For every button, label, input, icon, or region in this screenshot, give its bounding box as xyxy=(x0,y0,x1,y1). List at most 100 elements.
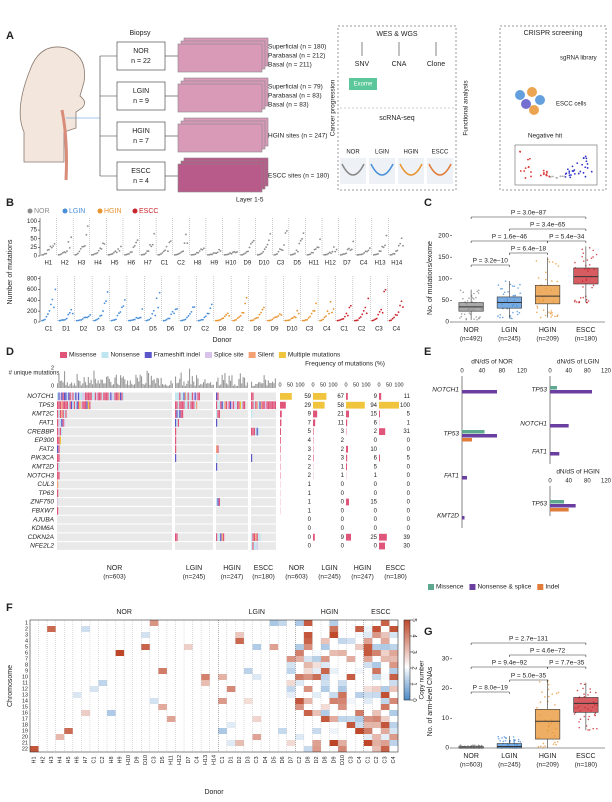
frequency-label: 2 xyxy=(308,456,312,462)
unique-bar xyxy=(179,378,181,388)
oncoprint-cell xyxy=(177,401,179,410)
oncoprint-cell xyxy=(59,436,61,445)
sample-dot xyxy=(271,318,274,321)
oncoprint-cell xyxy=(234,401,236,410)
sample-dot xyxy=(335,248,338,251)
frequency-label: 0 xyxy=(308,517,312,523)
jitter-dot xyxy=(542,742,545,745)
cnv-cell xyxy=(303,710,313,716)
cnv-cell xyxy=(320,704,330,710)
donor-label: C4 xyxy=(357,756,363,763)
sample-dot xyxy=(261,308,264,311)
cnv-cell xyxy=(338,716,347,722)
sample-dot xyxy=(41,253,43,256)
sample-dot xyxy=(190,310,193,313)
oncoprint-cell xyxy=(269,401,271,410)
frequency-label: 0 xyxy=(308,526,312,532)
sample-dot xyxy=(353,319,356,322)
cnv-cell xyxy=(303,644,313,650)
frequency-label: 15 xyxy=(370,412,377,418)
oncoprint-cell xyxy=(79,392,81,401)
unique-bar xyxy=(253,385,255,388)
label: HGIN xyxy=(354,565,372,572)
frequency-label: 0 xyxy=(407,447,411,453)
frequency-label: 67 xyxy=(337,394,344,400)
frequency-bar xyxy=(280,437,281,444)
oncoprint-cell xyxy=(62,410,64,418)
sample-dot xyxy=(122,305,125,308)
sample-dot xyxy=(141,308,144,310)
unique-bar xyxy=(204,379,206,388)
cnv-cell xyxy=(389,674,398,680)
colorbar-cell xyxy=(404,632,410,635)
oncoprint-row xyxy=(175,436,213,445)
oncoprint-cell xyxy=(252,533,254,542)
cnv-cell xyxy=(286,692,296,698)
label: Layer 1-5 xyxy=(236,197,264,204)
unique-bar xyxy=(262,383,264,388)
cnv-cell xyxy=(295,620,304,626)
jitter-dot xyxy=(468,297,470,300)
oncoprint-cell xyxy=(78,401,80,410)
sample-dot xyxy=(201,248,204,251)
oncoprint-cell xyxy=(216,401,218,410)
volcano-dot xyxy=(590,170,593,173)
donor-label: D2 xyxy=(237,756,243,763)
sample-dot xyxy=(49,245,52,248)
sample-dot xyxy=(167,250,169,253)
label: LGIN xyxy=(375,150,389,156)
volcano-dot xyxy=(568,170,571,173)
unique-bar xyxy=(273,383,275,388)
sample-dot xyxy=(382,246,385,249)
cnv-cell xyxy=(389,668,398,674)
cnv-cell xyxy=(252,734,262,740)
frequency-label: 0 xyxy=(341,491,345,497)
oncoprint-cell xyxy=(121,392,123,401)
colorbar-cell xyxy=(404,682,410,685)
legend-dot xyxy=(132,208,138,214)
umap-panel xyxy=(340,158,366,184)
frequency-label: 1 xyxy=(308,508,312,514)
sample-dot xyxy=(267,239,270,242)
sample-dot xyxy=(395,250,397,252)
volcano-dot xyxy=(585,160,588,163)
frequency-label: 1 xyxy=(308,500,312,506)
jitter-dot xyxy=(540,745,542,748)
oncoprint-row xyxy=(57,436,172,445)
unique-bar xyxy=(153,379,155,388)
frequency-label: 1 xyxy=(374,473,378,479)
jitter-dot xyxy=(459,317,461,319)
frequency-bar xyxy=(313,533,315,541)
gene-label: FAT1 xyxy=(532,449,547,456)
jitter-dot xyxy=(504,280,507,282)
sample-dot xyxy=(294,252,296,255)
label: HGIN xyxy=(132,128,150,135)
sample-dot xyxy=(288,319,291,321)
sample-dot xyxy=(341,318,343,321)
p-value: P = 7.7e−35 xyxy=(549,660,585,667)
gene-label: CUL3 xyxy=(37,481,54,488)
donor-label: H3 xyxy=(78,261,86,267)
gene-label: NOTCH1 xyxy=(432,387,459,394)
oncoprint-cell xyxy=(66,401,68,410)
cnv-cell xyxy=(329,632,339,638)
cnv-cell xyxy=(286,680,296,686)
unique-bar xyxy=(252,385,254,388)
oncoprint-row xyxy=(251,401,276,410)
oncoprint-row xyxy=(216,471,248,480)
frequency-label: 39 xyxy=(403,535,410,541)
oncoprint-cell xyxy=(64,392,66,401)
jitter-dot xyxy=(578,300,581,303)
unique-bar xyxy=(149,384,151,388)
sample-dot xyxy=(251,241,254,244)
sample-dot xyxy=(200,318,203,321)
cnv-cell xyxy=(355,644,364,650)
legend-swatch xyxy=(60,352,67,358)
cnv-cell xyxy=(320,638,330,644)
label: (n=247) xyxy=(351,574,374,581)
oncoprint-cell xyxy=(57,445,59,454)
jitter-dot xyxy=(583,683,586,686)
sample-dot xyxy=(147,250,150,252)
colorbar-cell xyxy=(404,694,410,697)
oncoprint-cell xyxy=(57,418,59,427)
